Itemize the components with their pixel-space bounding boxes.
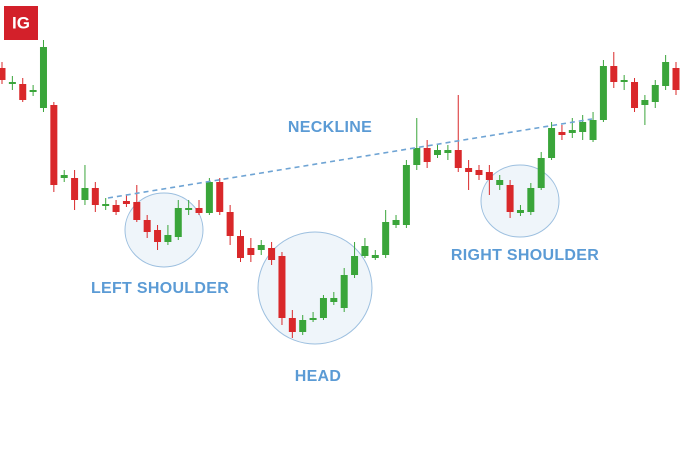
candle-body [444, 150, 452, 153]
candle-body [392, 220, 400, 225]
annotation: LEFT SHOULDER [91, 280, 229, 297]
candle-body [641, 100, 649, 105]
candle-body [216, 182, 224, 212]
annotation: RIGHT SHOULDER [451, 247, 599, 264]
candle-body [516, 210, 524, 213]
candle-body [81, 188, 89, 200]
candle-body [589, 120, 597, 140]
candle-body [226, 212, 234, 236]
candle-body [268, 248, 276, 260]
candle-body [537, 158, 545, 188]
candle-body [382, 222, 390, 255]
candle-body [19, 84, 27, 100]
candle-body [143, 220, 151, 232]
candle-body [620, 80, 628, 82]
candle-body [8, 82, 16, 84]
candle-body [195, 208, 203, 213]
annotation: HEAD [295, 368, 342, 385]
candle-body [434, 150, 442, 155]
candle-body [309, 318, 317, 320]
candle-body [164, 235, 172, 242]
candle-body [39, 47, 47, 108]
candle-body [50, 105, 58, 185]
candle-body [299, 320, 307, 332]
candle-body [288, 318, 296, 332]
candle-body [485, 172, 493, 180]
candle-body [465, 168, 473, 172]
candle-body [351, 256, 359, 275]
candle-body [236, 236, 244, 258]
candle-body [29, 90, 37, 92]
candle-body [330, 298, 338, 302]
candle-body [423, 148, 431, 162]
candle-body [527, 188, 535, 212]
annotation: NECKLINE [288, 119, 372, 136]
candle-body [599, 66, 607, 120]
candle-body [402, 165, 410, 225]
candle-body [185, 208, 193, 210]
candle-body [631, 82, 639, 108]
neckline [107, 118, 593, 199]
candle-body [651, 85, 659, 102]
candle-body [475, 170, 483, 175]
candle-body [71, 178, 79, 200]
candles [0, 40, 680, 338]
logo: IG [4, 6, 38, 40]
candle-body [558, 132, 566, 135]
candle-body [257, 245, 265, 250]
candle-body [278, 256, 286, 318]
logo-box [4, 6, 38, 40]
candle-body [112, 205, 120, 212]
candle-body [174, 208, 182, 237]
candle-body [0, 68, 6, 80]
candle-body [506, 185, 514, 212]
candle-body [154, 230, 162, 242]
candle-body [662, 62, 670, 86]
candle-body [548, 128, 556, 158]
candle-body [133, 202, 141, 220]
candle-body [340, 275, 348, 308]
candle-body [122, 201, 130, 204]
candle-body [102, 204, 110, 206]
candle-body [247, 248, 255, 255]
logo-text: IG [12, 13, 30, 32]
candle-body [496, 180, 504, 185]
candle-body [672, 68, 680, 90]
candle-body [60, 175, 68, 178]
candle-body [371, 255, 379, 258]
candle-body [413, 148, 421, 165]
candle-body [568, 130, 576, 133]
left-shoulder-circle [124, 192, 204, 268]
candle-body [579, 122, 587, 132]
candle-body [454, 150, 462, 168]
candle-body [319, 298, 327, 318]
head-circle [257, 231, 373, 345]
candle-body [205, 182, 213, 213]
candle-body [610, 66, 618, 82]
candle-body [361, 246, 369, 256]
candle-body [91, 188, 99, 205]
